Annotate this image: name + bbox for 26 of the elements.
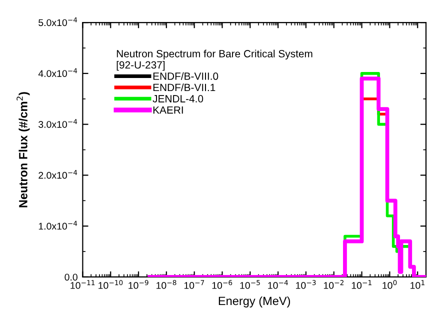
legend-label: JENDL-4.0	[152, 95, 204, 102]
x-tick-label: 10$^{−1}$	[352, 280, 372, 289]
x-tick-label: 10$^{−8}$	[156, 280, 176, 289]
legend-label: KAERI	[153, 106, 183, 114]
x-tick-label: 10$^{−9}$	[128, 280, 148, 289]
y-tick-label: 4.0x10$^{−4}$	[38, 68, 78, 77]
x-tick-label: 10$^{−3}$	[296, 280, 316, 289]
y-tick-label: 5.0x10$^{−4}$	[38, 17, 78, 26]
legend-label: ENDF/B-VIII.0	[153, 72, 218, 80]
x-tick-label: 10$^{−5}$	[240, 280, 260, 289]
legend-title: Neutron Spectrum for Bare Critical System [92-U-237]	[116, 50, 312, 71]
x-tick-label: 10$^{−10}$	[98, 280, 123, 289]
x-tick-label: 10$^{−2}$	[324, 280, 344, 289]
x-tick-label: 10$^{−7}$	[184, 280, 204, 289]
y-tick-label: 3.0x10$^{−4}$	[38, 119, 78, 128]
y-axis-title: Neutron Flux (#/cm$^{2}$)	[16, 92, 30, 208]
y-tick-label: 1.0x10$^{−4}$	[38, 220, 78, 230]
y-tick-label: 2.0x10$^{−4}$	[38, 170, 78, 179]
x-tick-label: 10$^{−6}$	[212, 280, 232, 289]
x-tick-label: 10$^{1}$	[410, 280, 424, 289]
x-tick-label: 10$^{0}$	[382, 280, 397, 289]
legend-label: ENDF/B-VII.1	[153, 84, 216, 92]
x-tick-label: 10$^{−4}$	[268, 280, 288, 289]
x-tick-label: 10$^{−11}$	[70, 280, 95, 289]
x-axis-title: Energy (MeV)	[218, 296, 290, 308]
y-tick-label: 0.0	[64, 274, 78, 281]
